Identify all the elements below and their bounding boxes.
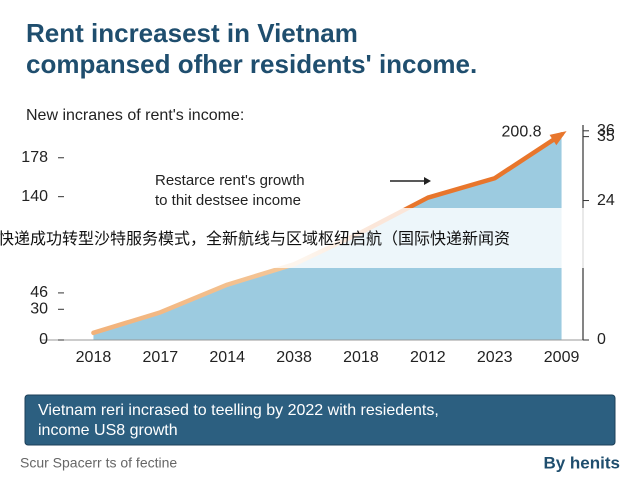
x-tick-label: 2009	[544, 349, 580, 366]
y2-tick-label: 36	[597, 122, 615, 139]
y-tick-label: 0	[39, 331, 48, 348]
annotation: to thit destsee income	[155, 192, 301, 209]
x-tick-label: 2023	[477, 349, 513, 366]
x-tick-label: 2038	[276, 349, 312, 366]
y2-tick-label: 35	[597, 128, 615, 145]
caption-box	[24, 394, 616, 446]
chart-title: Rent increasest in Vietnam	[26, 18, 358, 48]
plot: 200.8 2018 2017 2014 2038 2018 2012 2023 2009 0 30…	[21, 122, 615, 366]
y-tick-label: 30	[30, 301, 48, 318]
area	[93, 134, 562, 340]
x-tick-label: 2018	[76, 349, 112, 366]
y2-tick-label: 0	[597, 331, 606, 348]
y-tick-label: 46	[30, 284, 48, 301]
x-tick-label: 2012	[410, 349, 446, 366]
caption: Vietnam reri incrased to teelling by 202…	[38, 402, 439, 419]
line-arrowhead	[549, 131, 567, 146]
x-tick-label: 2018	[343, 349, 379, 366]
annotation: Restarce rent's growth	[155, 172, 305, 189]
banner: 快递成功转型沙特服务模式，全新航线与区域枢纽启航（国际快递新闻资	[0, 230, 510, 248]
banner-bg	[0, 208, 640, 268]
credit: By henits	[543, 453, 620, 472]
subtitle: New incranes of rent's income:	[26, 107, 244, 124]
source: Scur Spacerr ts of fectine	[20, 455, 177, 471]
x-tick-label: 2017	[143, 349, 179, 366]
y-tick-label: 178	[21, 149, 48, 166]
caption: income US8 growth	[38, 422, 178, 439]
y2-tick-label: 24	[597, 192, 615, 209]
y-tick-label: 140	[21, 188, 48, 205]
chart-title: compansed ofher residents' income.	[26, 49, 477, 79]
x-tick-label: 2014	[209, 349, 245, 366]
annotation-arrowhead	[424, 177, 431, 185]
data-label: 200.8	[502, 124, 542, 141]
